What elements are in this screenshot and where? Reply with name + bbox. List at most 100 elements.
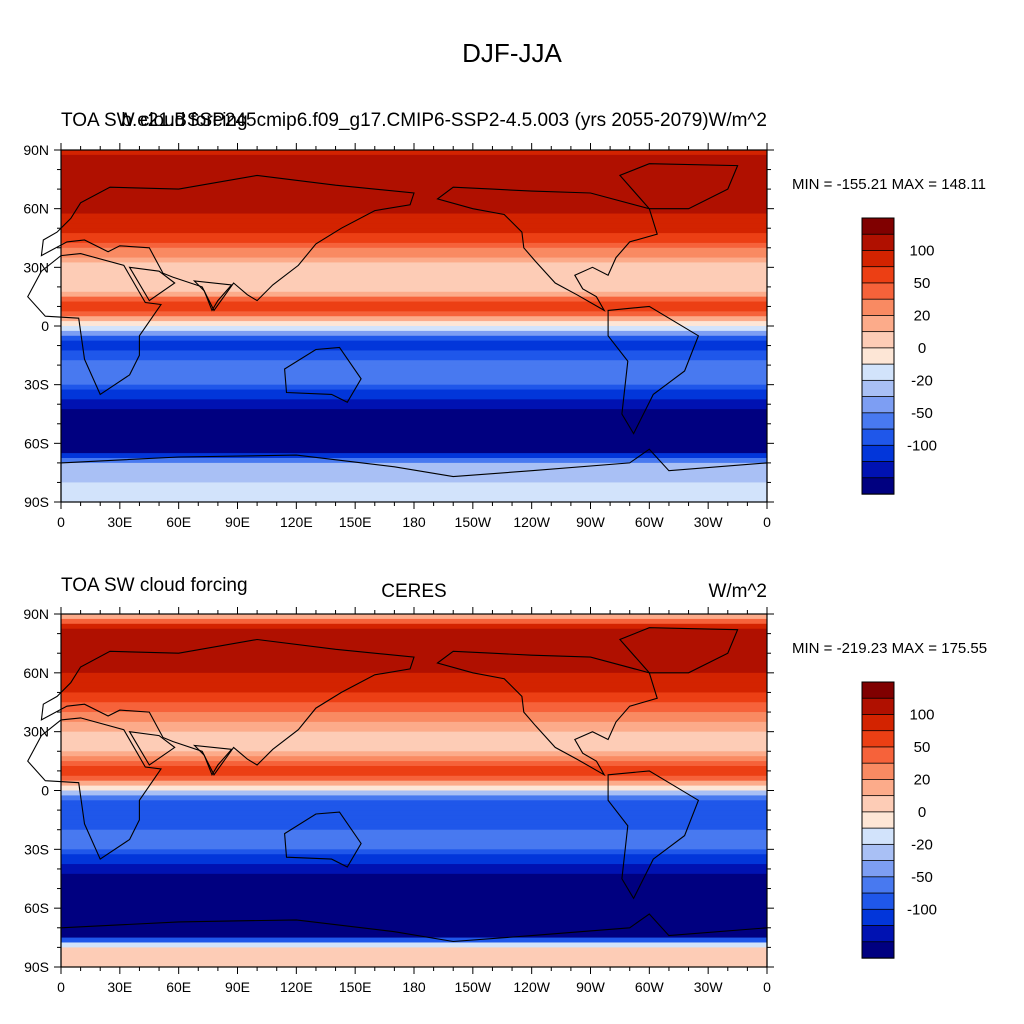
colorbar-swatch <box>861 827 895 846</box>
field-band <box>61 756 767 762</box>
field-band <box>61 184 767 190</box>
x-tick-label: 180 <box>402 514 426 530</box>
y-tick-label: 90S <box>24 959 49 975</box>
field-band <box>61 345 767 352</box>
field-band <box>61 815 767 821</box>
colorbar-frame <box>861 681 895 959</box>
field-band <box>61 682 767 689</box>
australia-outline <box>284 346 362 404</box>
x-tick-label: 60E <box>166 979 191 995</box>
field-band <box>61 306 767 312</box>
field-band <box>61 262 767 268</box>
panel-left-title: TOA SW cloud forcing <box>61 575 248 596</box>
axis-ticks: 0 30E 60E 90E 120E 150E 180 150W 120W 90W 60W 30W 09… <box>23 142 774 530</box>
colorbar-swatch <box>861 681 895 699</box>
colorbar-swatch <box>861 730 895 748</box>
field-band <box>61 423 767 430</box>
colorbar-swatch <box>861 298 895 317</box>
field-band <box>61 252 767 259</box>
field-band <box>61 482 767 488</box>
x-tick-label: 180 <box>402 979 426 995</box>
field-band <box>61 893 767 899</box>
x-tick-label: 120W <box>513 979 550 995</box>
colorbar-swatch <box>861 811 895 829</box>
field-band <box>61 257 767 264</box>
colorbar-tick-label: 50 <box>914 739 931 756</box>
y-tick-label: 0 <box>41 318 49 334</box>
field-band <box>61 365 767 371</box>
y-tick-label: 90S <box>24 494 49 510</box>
colorbar-tick-label: 0 <box>918 340 926 357</box>
field-band <box>61 335 767 342</box>
field-band <box>61 721 767 728</box>
field-band <box>61 628 767 635</box>
field-band <box>61 458 767 464</box>
europe-asia-outline <box>40 638 415 776</box>
colorbar-tick-label: -50 <box>911 405 933 422</box>
field-band <box>61 819 767 826</box>
field-band <box>61 179 767 185</box>
field-band <box>61 746 767 752</box>
field-band <box>61 692 767 698</box>
colorbar-swatch <box>861 860 895 878</box>
field-band <box>61 497 767 503</box>
field-band <box>61 770 767 777</box>
x-tick-label: 120E <box>280 979 313 995</box>
field-band <box>61 633 767 640</box>
field-band <box>61 623 767 630</box>
field-band <box>61 409 767 415</box>
field-band <box>61 672 767 679</box>
field-band <box>61 340 767 347</box>
field-band <box>61 952 767 958</box>
india-outline <box>192 280 233 312</box>
field-band <box>61 223 767 229</box>
field-band <box>61 913 767 919</box>
field-band <box>61 741 767 747</box>
y-tick-label: 60N <box>23 201 49 217</box>
field-band <box>61 878 767 885</box>
field-band <box>61 614 767 620</box>
field-band <box>61 643 767 649</box>
colorbar-tick-label: -20 <box>911 836 933 853</box>
colorbar-swatch <box>861 925 895 943</box>
colorbar-swatch <box>861 379 895 398</box>
colorbar-swatch <box>861 843 895 862</box>
y-tick-label: 30N <box>23 724 49 740</box>
x-tick-label: 30E <box>107 514 132 530</box>
europe-asia-outline <box>40 174 415 312</box>
x-tick-label: 90E <box>225 514 250 530</box>
y-tick-label: 30S <box>24 377 49 393</box>
field-band <box>61 917 767 924</box>
field-band <box>61 898 767 904</box>
field-band <box>61 942 767 948</box>
field-band <box>61 399 767 405</box>
field-band <box>61 247 767 254</box>
field-band <box>61 330 767 337</box>
field-band <box>61 805 767 811</box>
colorbar-tick-label: 100 <box>909 706 934 723</box>
field-band <box>61 379 767 386</box>
y-tick-label: 0 <box>41 783 49 799</box>
y-tick-label: 60N <box>23 665 49 681</box>
field-band <box>61 301 767 308</box>
x-tick-label: 30W <box>694 514 724 530</box>
colorbar-tick-label: 50 <box>914 275 931 292</box>
colorbar-swatch <box>861 697 895 716</box>
field-band <box>61 169 767 176</box>
field-band <box>61 355 767 361</box>
field-band <box>61 697 767 703</box>
field-band <box>61 785 767 792</box>
field-band <box>61 638 767 645</box>
colorbar-swatch <box>861 795 895 813</box>
field-band <box>61 218 767 224</box>
field-band <box>61 404 767 410</box>
map-field <box>61 150 767 503</box>
field-band <box>61 790 767 797</box>
colorbar-tick-label: -50 <box>911 869 933 886</box>
field-band <box>61 238 767 244</box>
field-band <box>61 350 767 356</box>
field-band <box>61 433 767 440</box>
field-band <box>61 824 767 831</box>
field-band <box>61 957 767 963</box>
colorbar-tick-label: -100 <box>907 437 937 454</box>
